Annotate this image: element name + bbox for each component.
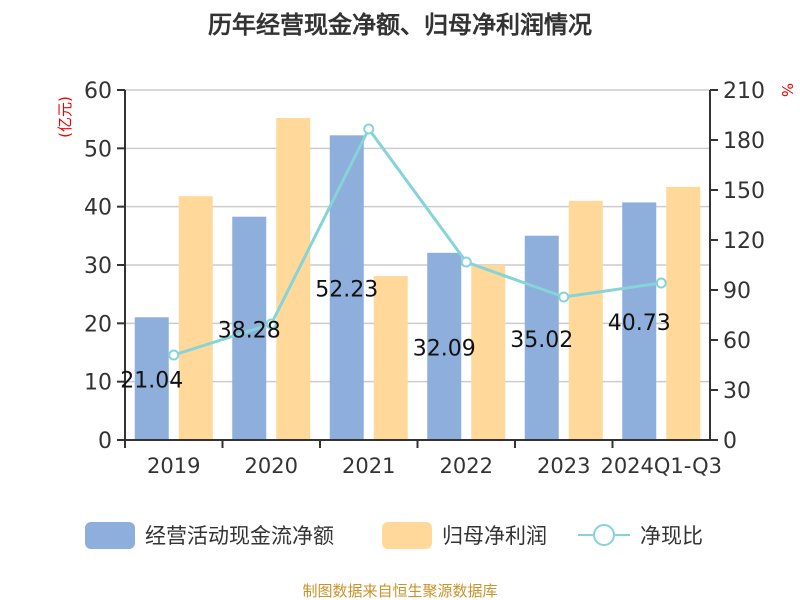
cashflow-bar (427, 252, 462, 440)
x-tick-label: 2020 (245, 454, 298, 478)
right-tick-label: 120 (723, 229, 765, 254)
right-tick-label: 180 (723, 129, 765, 154)
legend-swatch-cashflow[interactable] (85, 522, 135, 549)
legend-label-cashflow[interactable]: 经营活动现金流净额 (145, 524, 334, 548)
legend-swatch-profit[interactable] (382, 522, 432, 549)
legend-circle-icon[interactable] (593, 524, 615, 546)
left-axis-label: (亿元) (56, 96, 74, 138)
cashflow-data-label: 21.04 (120, 369, 183, 394)
right-tick-label: 210 (723, 79, 765, 104)
cashflow-bar (524, 235, 559, 440)
x-tick-label: 2024Q1-Q3 (600, 454, 722, 478)
profit-bar (666, 186, 701, 440)
cashflow-data-label: 40.73 (608, 311, 671, 336)
legend-label-profit[interactable]: 归母净利润 (442, 524, 547, 548)
left-tick-label: 0 (98, 429, 112, 454)
left-tick-label: 10 (84, 371, 112, 396)
ratio-point (655, 277, 667, 289)
x-tick-label: 2022 (440, 454, 493, 478)
ratio-point (265, 318, 277, 330)
right-tick-label: 60 (723, 329, 751, 354)
left-tick-label: 30 (84, 254, 112, 279)
cashflow-data-label: 32.09 (413, 336, 476, 361)
profit-bar (568, 200, 603, 440)
legend-label-ratio[interactable]: 净现比 (640, 524, 703, 548)
left-tick-label: 60 (84, 79, 112, 104)
x-tick-label: 2021 (342, 454, 395, 478)
ratio-point (460, 256, 472, 268)
profit-bar (471, 265, 506, 440)
cashflow-data-label: 38.28 (218, 318, 281, 343)
left-tick-label: 40 (84, 196, 112, 221)
right-tick-label: 150 (723, 179, 765, 204)
left-tick-label: 20 (84, 312, 112, 337)
ratio-line (173, 126, 662, 357)
chart-title: 历年经营现金净额、归母净利润情况 (208, 11, 592, 39)
legend: 经营活动现金流净额 归母净利润 净现比 (85, 522, 703, 549)
footer-source: 制图数据来自恒生聚源数据库 (302, 582, 497, 600)
x-tick-label: 2019 (147, 454, 200, 478)
ratio-point (558, 291, 570, 303)
right-tick-label: 30 (723, 379, 751, 404)
cashflow-data-label: 52.23 (315, 278, 378, 303)
right-tick-label: 90 (723, 279, 751, 304)
cashflow-bar (622, 202, 657, 440)
profit-bar (178, 196, 213, 440)
cashflow-data-label: 35.02 (510, 328, 573, 353)
cashflow-bar (134, 317, 169, 440)
ratio-point (363, 123, 375, 135)
x-tick-label: 2023 (537, 454, 590, 478)
right-axis-label: % (778, 83, 796, 97)
right-tick-label: 0 (723, 429, 737, 454)
cashflow-bar (329, 135, 364, 440)
left-tick-label: 50 (84, 137, 112, 162)
ratio-point (168, 349, 180, 361)
profit-bar (373, 276, 408, 440)
